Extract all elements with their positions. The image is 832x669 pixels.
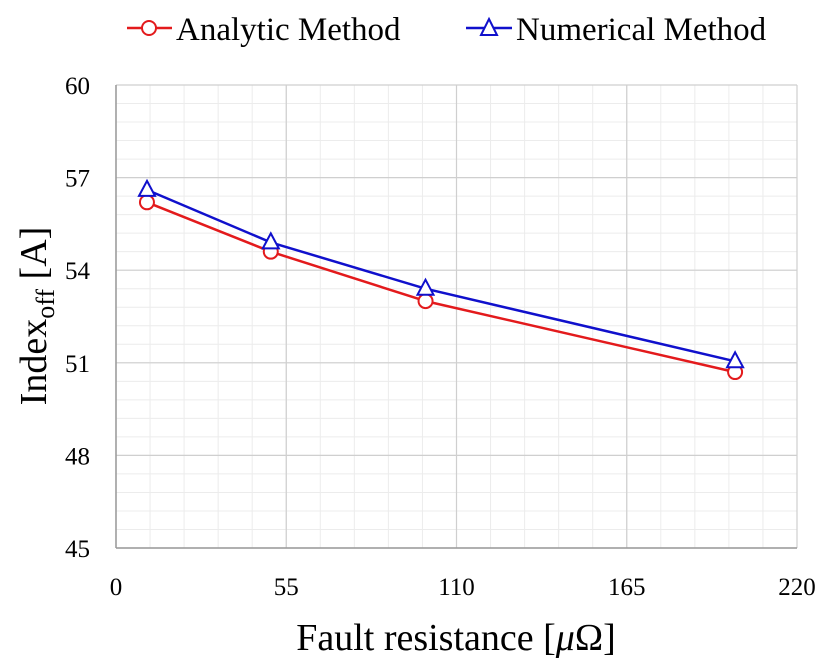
x-axis-title: Fault resistance [μΩ] xyxy=(296,617,616,659)
axis-layer: 0 55 110 165 220 45 48 51 54 57 60 xyxy=(65,73,816,601)
data-point-analytic xyxy=(417,293,434,310)
y-tick-label: 51 xyxy=(65,351,90,378)
x-axis-title-symbol: μ xyxy=(555,617,575,659)
data-point-numerical xyxy=(261,231,281,250)
data-point-numerical xyxy=(137,178,157,197)
series-layer xyxy=(137,178,745,381)
data-point-analytic xyxy=(138,194,155,211)
x-tick-label: 0 xyxy=(110,574,123,601)
x-axis-title-rest: Ω] xyxy=(575,617,616,659)
y-tick-label: 54 xyxy=(65,258,91,285)
legend-marker-numerical xyxy=(479,16,499,36)
grid-layer xyxy=(115,84,798,549)
y-axis-title-main: Index xyxy=(13,319,55,406)
x-tick-label: 110 xyxy=(438,574,475,601)
series-line-analytic xyxy=(146,201,736,374)
legend-item-analytic: Analytic Method xyxy=(127,12,401,48)
y-tick-label: 45 xyxy=(65,536,90,563)
data-point-numerical xyxy=(725,350,745,369)
x-tick-label: 165 xyxy=(608,574,646,601)
data-point-numerical xyxy=(415,277,436,296)
y-axis-title: Indexoff [A] xyxy=(13,227,60,406)
y-tick-label: 60 xyxy=(65,73,90,100)
x-axis-title-main: Fault resistance [ xyxy=(296,617,556,659)
legend: Analytic Method Numerical Method xyxy=(127,12,767,48)
legend-label-numerical: Numerical Method xyxy=(516,12,767,48)
legend-marker-analytic xyxy=(141,20,157,36)
legend-label-analytic: Analytic Method xyxy=(176,12,401,48)
legend-item-numerical: Numerical Method xyxy=(466,12,767,48)
x-tick-label: 220 xyxy=(778,574,816,601)
y-tick-label: 48 xyxy=(65,443,90,470)
y-axis-title-sub: off xyxy=(31,289,60,319)
series-line-numerical xyxy=(146,188,736,363)
y-axis-title-unit: [A] xyxy=(13,227,55,289)
y-tick-label: 57 xyxy=(65,166,90,193)
x-tick-label: 55 xyxy=(274,574,299,601)
